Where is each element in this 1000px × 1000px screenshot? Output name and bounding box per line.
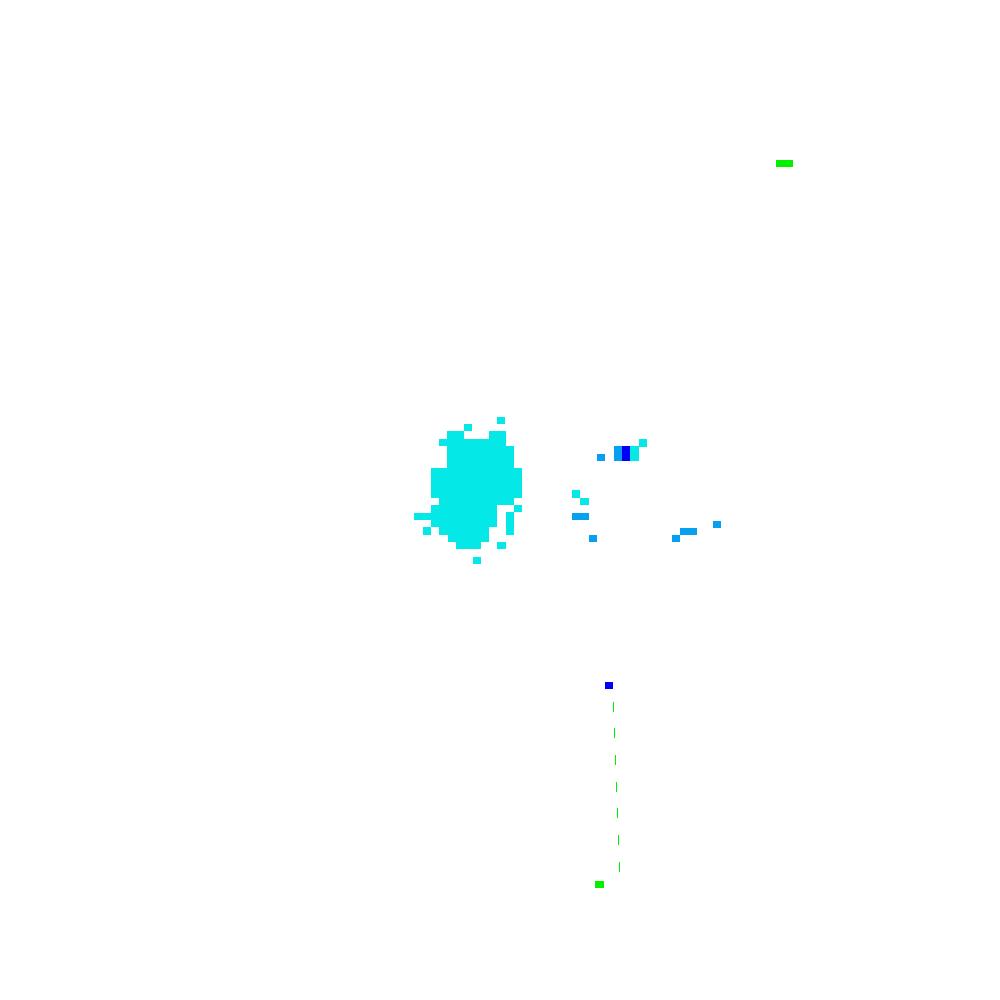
cyan-pixel — [431, 468, 522, 498]
cyan-pixel — [423, 527, 431, 535]
cyan-pixel — [439, 439, 506, 446]
trail-dash — [616, 782, 617, 792]
scatter-pixel — [589, 535, 597, 542]
cyan-pixel — [431, 505, 497, 527]
green-dashed-trail — [613, 702, 620, 872]
cyan-pixel — [473, 557, 481, 564]
scatter-pixel — [572, 513, 589, 520]
trail-dash — [613, 702, 614, 712]
trail-dash — [619, 862, 620, 872]
scatter-pixel — [630, 446, 639, 461]
trail-dash — [615, 755, 616, 765]
blue-marker — [605, 682, 613, 689]
scatter-pixel — [597, 454, 605, 461]
cyan-pixel — [497, 417, 505, 424]
scatter-pixel — [713, 521, 721, 528]
cyan-blob-cluster — [414, 417, 522, 564]
scatter-pixel — [580, 498, 589, 505]
green-marker-top — [776, 160, 793, 167]
cyan-pixel — [439, 527, 489, 535]
green-marker-bottom — [595, 881, 604, 888]
trail-dash — [614, 728, 615, 738]
blue-scatter-cluster — [572, 439, 721, 542]
cyan-pixel — [464, 424, 472, 431]
trail-dash — [618, 835, 619, 845]
cyan-pixel — [447, 431, 464, 439]
trail-dash — [617, 808, 618, 818]
scatter-pixel — [614, 446, 622, 461]
cyan-pixel — [506, 512, 514, 535]
cyan-pixel — [447, 446, 514, 468]
scatter-pixel — [572, 490, 580, 498]
scatter-pixel — [639, 439, 647, 447]
scatter-pixel — [622, 446, 630, 461]
scatter-pixel — [680, 528, 697, 535]
cyan-pixel — [448, 535, 489, 542]
markers — [595, 160, 793, 888]
cyan-pixel — [497, 542, 506, 549]
cyan-pixel — [456, 542, 481, 549]
cyan-pixel — [489, 431, 506, 439]
scatter-pixel — [672, 535, 680, 542]
cyan-pixel — [439, 498, 514, 505]
cyan-pixel — [414, 513, 439, 520]
cyan-pixel — [514, 505, 522, 512]
